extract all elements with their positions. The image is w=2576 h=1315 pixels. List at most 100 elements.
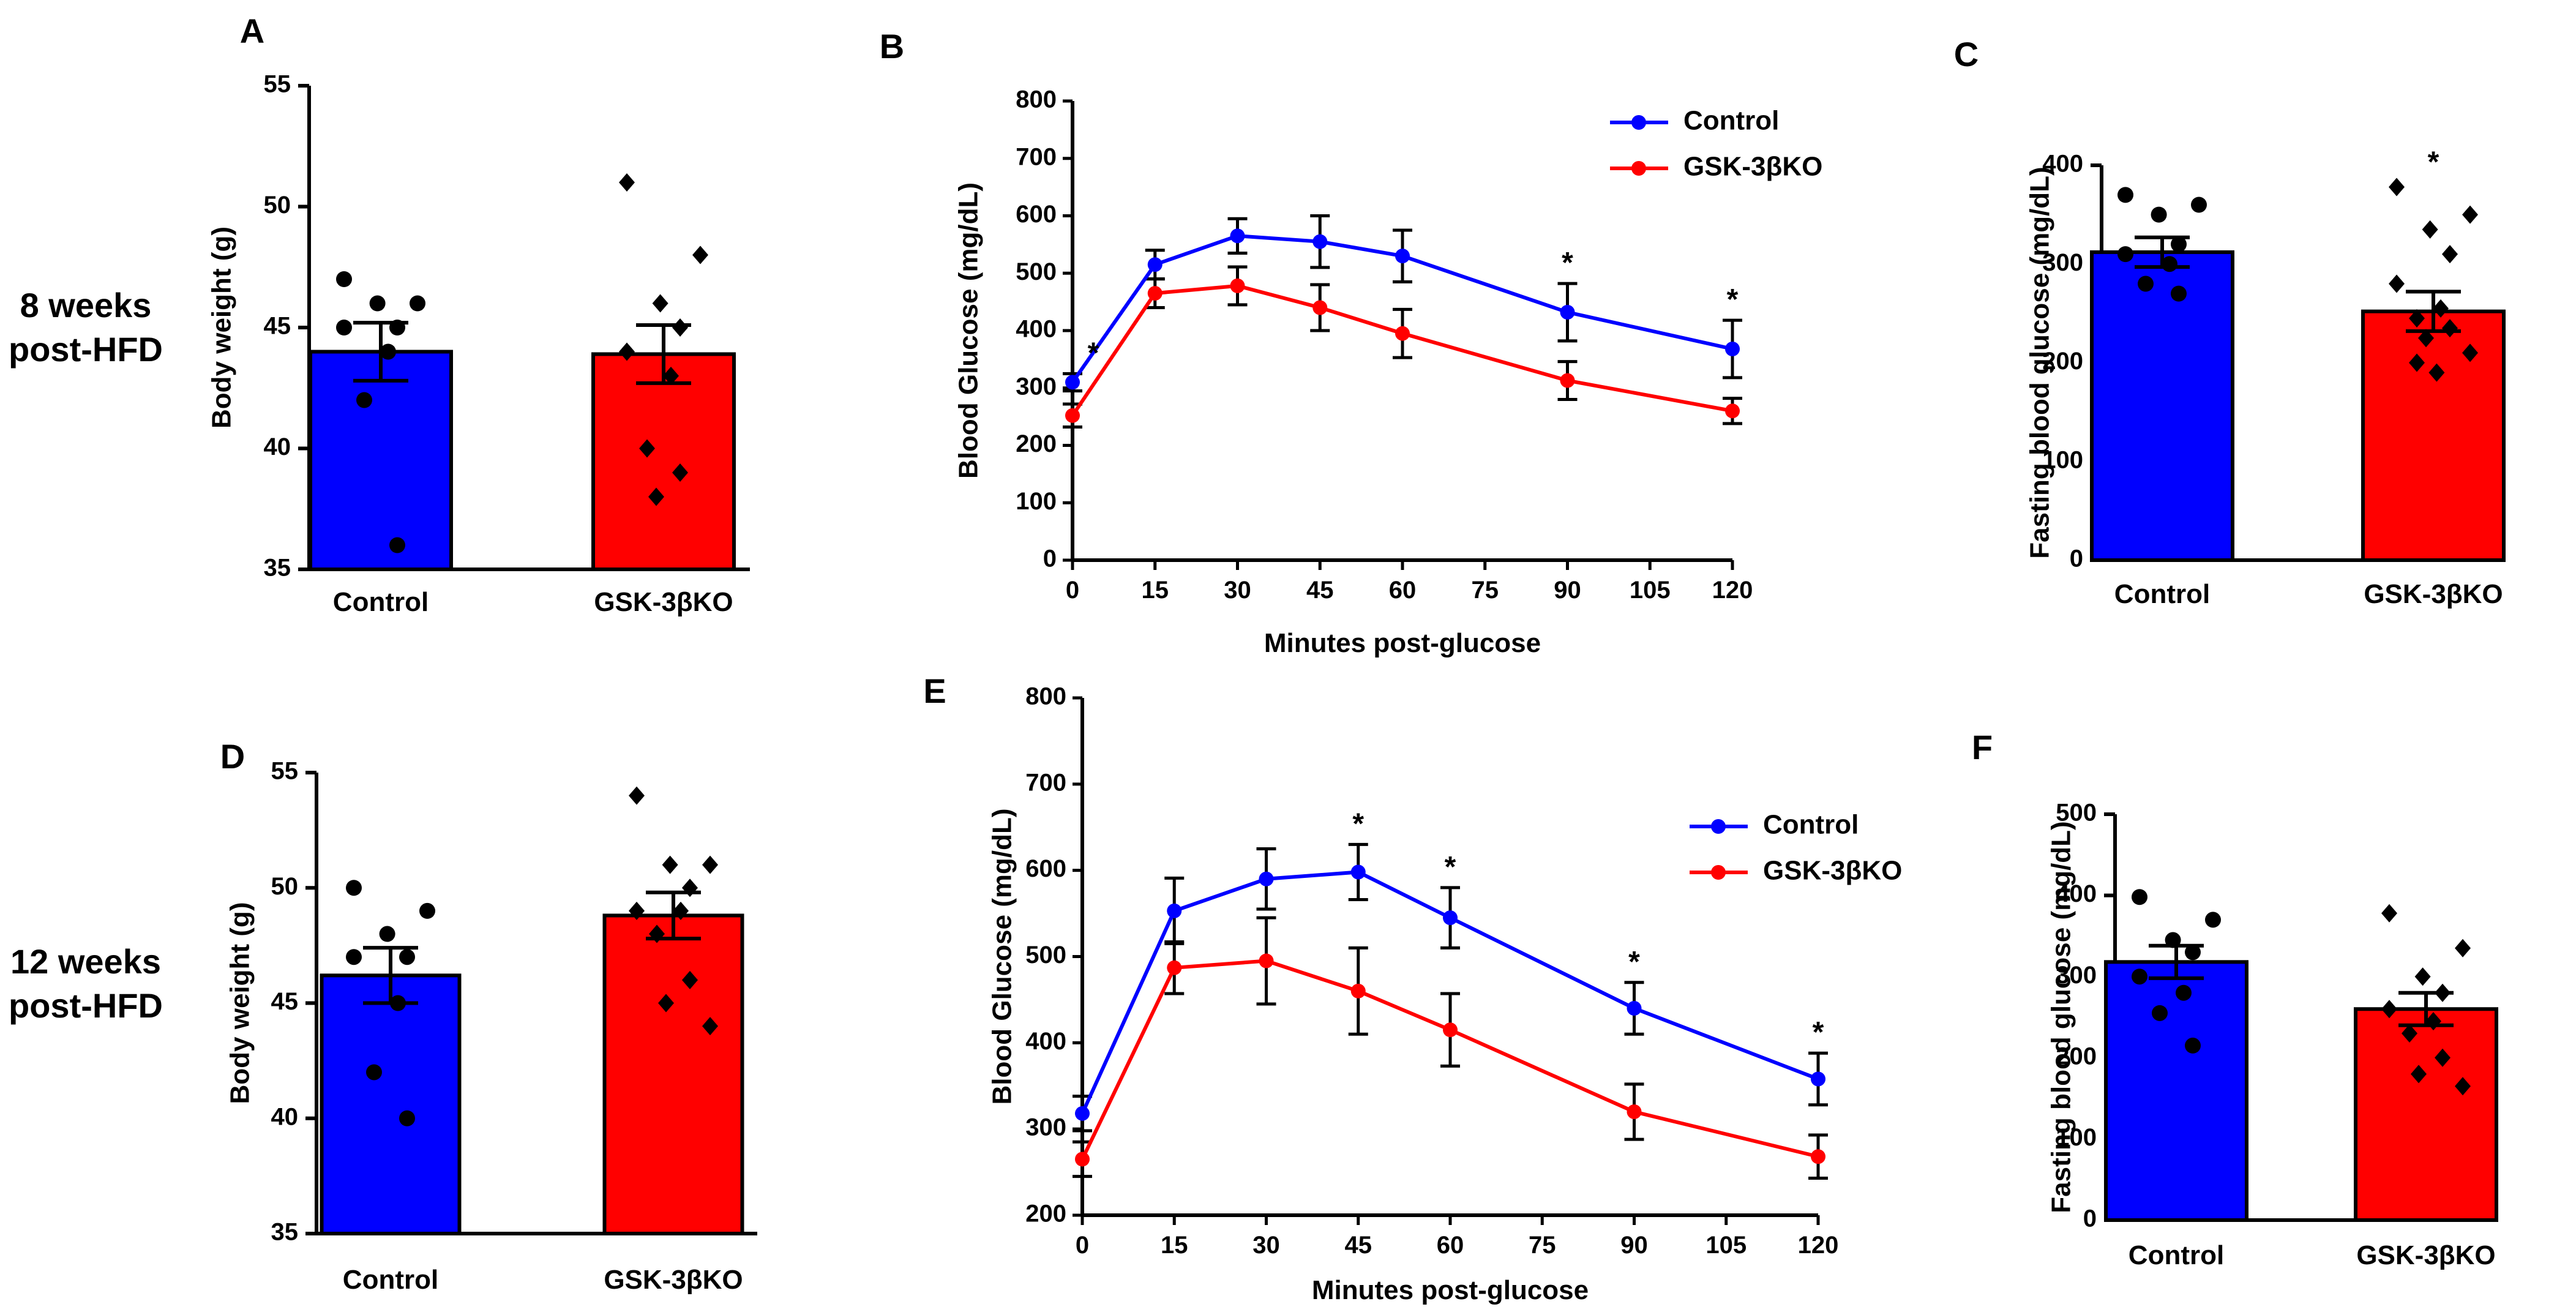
data-point-f-gsk-3-ko-8 <box>2411 1065 2427 1084</box>
data-point-c-gsk-3-ko-2 <box>2422 220 2438 239</box>
y-tick-label-c-400: 400 <box>2042 151 2083 178</box>
data-point-f-control-6 <box>2152 1005 2168 1021</box>
data-point-a-control-7 <box>389 537 405 553</box>
significance-star-e-120: * <box>1813 1016 1824 1049</box>
y-axis-title-b: Blood Glucose (mg/dL) <box>954 182 984 479</box>
y-tick-label-d-55: 55 <box>271 758 299 785</box>
data-point-c-control-5 <box>2162 256 2177 272</box>
y-axis-title-c: Fasting blood glucose (mg/dL) <box>2025 167 2055 558</box>
y-tick-label-e-700: 700 <box>1025 769 1066 796</box>
category-label-d-control: Control <box>343 1265 438 1295</box>
data-point-c-control-7 <box>2171 285 2187 302</box>
x-axis-title-b: Minutes post-glucose <box>1264 628 1541 658</box>
panel-letter-a: A <box>240 12 264 50</box>
data-point-b-gsk-3-ko-0 <box>1065 408 1080 423</box>
legend-swatch-marker-b-control <box>1631 115 1646 130</box>
legend-label-e-gsk-3-ko: GSK-3βKO <box>1763 856 1902 886</box>
data-point-d-gsk-3-ko-6 <box>649 924 665 943</box>
y-tick-label-b-300: 300 <box>1016 373 1057 400</box>
data-point-c-gsk-3-ko-7 <box>2442 319 2458 338</box>
data-point-c-control-1 <box>2191 197 2207 213</box>
y-tick-label-c-200: 200 <box>2042 348 2083 375</box>
panel-letter-d: D <box>220 737 245 776</box>
bar-a-gsk-3-ko <box>591 352 736 571</box>
data-point-b-control-45 <box>1312 234 1328 249</box>
x-tick-label-e-90: 90 <box>1620 1232 1648 1259</box>
y-tick-label-a-50: 50 <box>264 192 291 219</box>
data-point-c-control-2 <box>2151 206 2167 223</box>
data-point-c-gsk-3-ko-0 <box>2389 178 2405 197</box>
data-point-e-gsk-3-ko-0 <box>1075 1152 1090 1167</box>
data-point-e-gsk-3-ko-15 <box>1167 960 1182 975</box>
data-point-d-gsk-3-ko-5 <box>673 901 689 920</box>
data-point-c-control-3 <box>2171 236 2187 252</box>
data-point-f-control-3 <box>2185 944 2201 961</box>
y-axis-title-f: Fasting blood glucose (mg/dL) <box>2046 821 2076 1213</box>
y-tick-label-e-400: 400 <box>1025 1028 1066 1055</box>
data-point-a-control-6 <box>356 392 372 408</box>
data-point-f-gsk-3-ko-2 <box>2414 967 2431 986</box>
data-point-c-gsk-3-ko-9 <box>2462 343 2478 362</box>
data-point-e-control-30 <box>1259 871 1274 886</box>
x-tick-label-b-45: 45 <box>1306 577 1334 604</box>
x-tick-label-e-60: 60 <box>1437 1232 1464 1259</box>
y-tick-label-c-300: 300 <box>2042 249 2083 276</box>
data-point-a-gsk-3-ko-2 <box>652 294 668 313</box>
data-point-a-gsk-3-ko-1 <box>692 245 708 264</box>
data-point-c-gsk-3-ko-8 <box>2418 329 2434 348</box>
y-tick-label-d-45: 45 <box>271 988 299 1015</box>
y-tick-label-e-500: 500 <box>1025 942 1066 968</box>
data-point-d-control-6 <box>366 1064 382 1081</box>
significance-star-e-45: * <box>1352 807 1364 840</box>
x-tick-label-b-120: 120 <box>1712 577 1753 604</box>
significance-star-b-120: * <box>1727 283 1739 316</box>
data-point-d-control-5 <box>390 995 406 1011</box>
y-tick-label-b-0: 0 <box>1043 545 1057 572</box>
data-point-f-gsk-3-ko-3 <box>2435 983 2451 1002</box>
y-tick-label-e-300: 300 <box>1025 1114 1066 1141</box>
y-tick-label-d-35: 35 <box>271 1219 299 1246</box>
bar-f-control <box>2104 960 2248 1223</box>
y-tick-label-b-600: 600 <box>1016 201 1057 228</box>
category-label-d-gsk-3-ko: GSK-3βKO <box>604 1265 743 1295</box>
legend-label-b-gsk-3-ko: GSK-3βKO <box>1683 152 1822 182</box>
data-point-c-gsk-3-ko-1 <box>2462 205 2478 224</box>
data-point-f-gsk-3-ko-7 <box>2435 1048 2451 1067</box>
panel-letter-c: C <box>1954 35 1979 73</box>
data-point-b-control-30 <box>1230 228 1245 244</box>
data-point-a-gsk-3-ko-3 <box>672 318 688 337</box>
data-point-f-control-5 <box>2176 984 2192 1001</box>
data-point-a-control-4 <box>336 320 352 335</box>
data-point-d-control-3 <box>399 949 415 965</box>
data-point-e-control-45 <box>1350 864 1366 880</box>
y-tick-label-e-200: 200 <box>1025 1201 1066 1227</box>
data-point-c-control-4 <box>2117 246 2133 263</box>
panel-a-body-weight-8wk: A 35 40 45 50 55 Body weight (g) Control GSK-3βK… <box>207 12 750 617</box>
y-tick-label-a-35: 35 <box>264 555 291 582</box>
row-labels: 8 weeks post-HFD 12 weeks post-HFD <box>9 286 163 1025</box>
data-point-d-control-0 <box>346 880 362 896</box>
y-tick-label-f-400: 400 <box>2056 880 2097 907</box>
category-label-f-gsk-3-ko: GSK-3βKO <box>2356 1240 2495 1270</box>
data-point-c-gsk-3-ko-10 <box>2409 353 2425 372</box>
data-point-e-control-15 <box>1167 903 1182 918</box>
category-label-a-gsk-3-ko: GSK-3βKO <box>594 587 733 617</box>
legend-swatch-marker-e-gsk-3-ko <box>1711 865 1726 880</box>
data-point-e-control-0 <box>1075 1106 1090 1121</box>
y-tick-label-c-0: 0 <box>2070 545 2083 572</box>
y-tick-label-a-45: 45 <box>264 313 291 340</box>
legend-swatch-marker-b-gsk-3-ko <box>1631 161 1646 176</box>
x-tick-label-e-0: 0 <box>1076 1232 1089 1259</box>
y-axis-title-d: Body weight (g) <box>225 902 255 1104</box>
data-point-a-gsk-3-ko-6 <box>639 439 655 458</box>
data-point-f-control-4 <box>2132 968 2147 985</box>
data-point-d-gsk-3-ko-0 <box>629 786 645 805</box>
y-tick-label-f-0: 0 <box>2083 1205 2097 1232</box>
y-tick-label-a-55: 55 <box>264 71 291 98</box>
category-label-f-control: Control <box>2129 1240 2224 1270</box>
data-point-f-gsk-3-ko-1 <box>2455 938 2471 957</box>
data-point-e-control-120 <box>1811 1071 1825 1087</box>
data-point-a-gsk-3-ko-7 <box>672 463 688 482</box>
data-point-f-control-7 <box>2185 1037 2201 1054</box>
data-point-f-gsk-3-ko-4 <box>2381 1000 2397 1019</box>
